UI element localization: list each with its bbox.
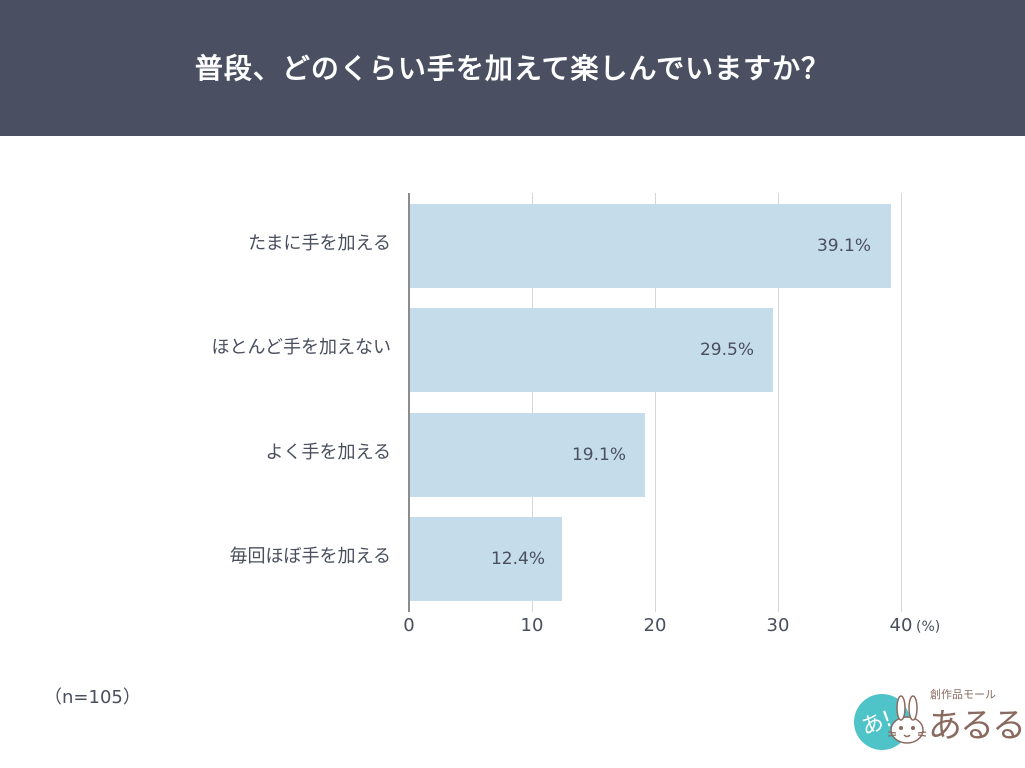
x-tick-label: 20 <box>643 615 667 636</box>
gridline-40 <box>901 193 902 612</box>
gridline-10 <box>532 193 533 612</box>
bar-value-label: 29.5% <box>699 340 754 360</box>
category-label: たまに手を加える <box>248 233 391 254</box>
bar-0 <box>410 204 891 288</box>
logo-tagline: 創作品モール <box>930 688 996 701</box>
bar-2 <box>410 413 645 497</box>
x-tick-label: 10 <box>520 615 544 636</box>
sample-size-note: （n=105） <box>44 687 141 708</box>
x-axis-unit: (%) <box>916 619 941 635</box>
rabbit-logo-icon: あ! <box>854 694 927 750</box>
bar-value-label: 39.1% <box>816 236 871 256</box>
gridline-20 <box>655 193 656 612</box>
category-label: よく手を加える <box>265 442 391 463</box>
bar-value-label: 19.1% <box>571 445 626 465</box>
x-tick-label: 30 <box>766 615 790 636</box>
x-tick-label: 40 <box>889 615 913 636</box>
bar-1 <box>410 308 773 392</box>
bar-value-label: 12.4% <box>490 549 545 569</box>
y-axis-line <box>408 193 410 612</box>
x-tick-label: 0 <box>403 615 415 636</box>
chart-title: 普段、どのくらい手を加えて楽しんでいますか？ <box>194 52 831 85</box>
header-banner: 普段、どのくらい手を加えて楽しんでいますか？ <box>0 0 1025 136</box>
category-label: ほとんど手を加えない <box>211 337 391 358</box>
bar-3 <box>410 517 562 601</box>
gridline-30 <box>778 193 779 612</box>
category-label: 毎回ほぼ手を加える <box>229 546 391 567</box>
brand-logo: あ! 創作品モール あるる <box>852 686 1025 752</box>
logo-name: あるる <box>928 706 1025 746</box>
